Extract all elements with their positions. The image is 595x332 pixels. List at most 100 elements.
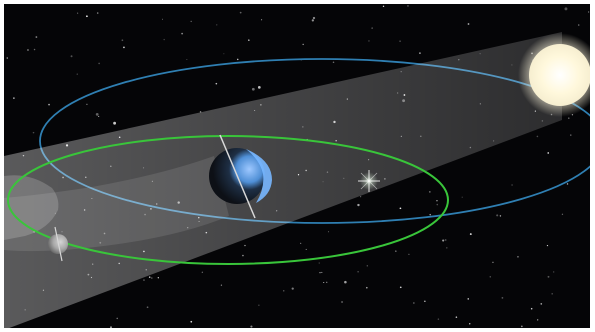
star xyxy=(186,58,188,61)
star xyxy=(96,12,99,14)
star xyxy=(312,16,316,20)
star xyxy=(499,215,502,217)
earth-moon-sun-diagram xyxy=(4,4,590,328)
lens-flare-diagonal-b xyxy=(360,172,378,190)
sunlight-beam xyxy=(4,32,562,328)
star xyxy=(291,287,294,290)
star xyxy=(540,303,543,305)
star xyxy=(98,62,100,65)
star xyxy=(577,24,580,26)
star xyxy=(428,191,431,193)
star xyxy=(444,238,447,241)
star xyxy=(148,276,151,278)
star xyxy=(283,290,285,292)
star xyxy=(236,58,239,61)
star xyxy=(467,298,470,300)
star xyxy=(220,284,223,286)
star xyxy=(6,57,8,59)
star xyxy=(163,38,165,41)
star xyxy=(357,203,360,207)
star xyxy=(121,39,124,42)
star xyxy=(442,239,445,242)
star xyxy=(547,275,550,278)
moon-axis xyxy=(54,226,63,262)
star xyxy=(223,53,225,55)
earth-orbit xyxy=(39,58,590,224)
star xyxy=(190,20,192,23)
star xyxy=(399,207,402,210)
star xyxy=(461,196,463,198)
earth-shadow-region xyxy=(4,156,229,252)
star xyxy=(33,48,36,51)
star xyxy=(341,301,343,303)
star xyxy=(98,115,100,117)
moon-light-cone xyxy=(4,175,59,240)
star xyxy=(437,318,440,320)
star xyxy=(86,103,88,105)
star xyxy=(496,214,499,217)
star xyxy=(248,39,250,41)
star xyxy=(70,55,73,58)
star xyxy=(77,12,79,14)
star xyxy=(261,19,263,21)
star xyxy=(399,40,401,42)
sun-core xyxy=(529,44,590,106)
star xyxy=(143,279,145,281)
star xyxy=(300,242,302,245)
star xyxy=(492,261,494,263)
star xyxy=(13,97,15,99)
star xyxy=(239,11,242,14)
moon-orbit xyxy=(7,135,449,265)
star xyxy=(371,27,373,29)
star xyxy=(368,40,370,42)
star xyxy=(360,196,362,198)
star xyxy=(413,302,415,304)
star xyxy=(332,61,335,64)
space-scene xyxy=(4,4,590,328)
star xyxy=(146,306,149,309)
star xyxy=(520,325,523,328)
star xyxy=(511,184,513,186)
star xyxy=(564,7,568,11)
earth-axis xyxy=(219,134,256,219)
star xyxy=(319,272,321,274)
star xyxy=(215,82,218,85)
star xyxy=(469,323,471,325)
star xyxy=(113,121,117,125)
star xyxy=(302,43,304,46)
star xyxy=(48,103,50,106)
star xyxy=(408,253,410,255)
star xyxy=(489,276,491,278)
star xyxy=(566,183,569,185)
star xyxy=(382,5,385,8)
star xyxy=(32,131,35,134)
star xyxy=(76,73,78,75)
star xyxy=(321,271,323,273)
moon xyxy=(48,226,68,262)
star xyxy=(86,15,88,18)
star xyxy=(216,24,218,26)
star xyxy=(517,256,519,258)
star xyxy=(258,304,260,306)
star xyxy=(395,250,397,252)
star xyxy=(424,300,426,302)
star xyxy=(318,262,320,264)
star xyxy=(501,296,504,299)
star xyxy=(467,23,470,25)
star xyxy=(250,325,253,328)
star xyxy=(436,203,439,206)
star xyxy=(199,111,202,113)
star xyxy=(116,317,119,320)
star xyxy=(419,52,421,54)
earth-day-side xyxy=(246,149,272,203)
star xyxy=(157,277,159,279)
star xyxy=(551,293,553,295)
star xyxy=(469,233,472,236)
star xyxy=(366,286,368,289)
star xyxy=(151,277,153,279)
star xyxy=(161,18,163,20)
star xyxy=(190,320,193,323)
star xyxy=(536,135,539,138)
sun xyxy=(518,33,590,117)
star xyxy=(326,281,328,283)
